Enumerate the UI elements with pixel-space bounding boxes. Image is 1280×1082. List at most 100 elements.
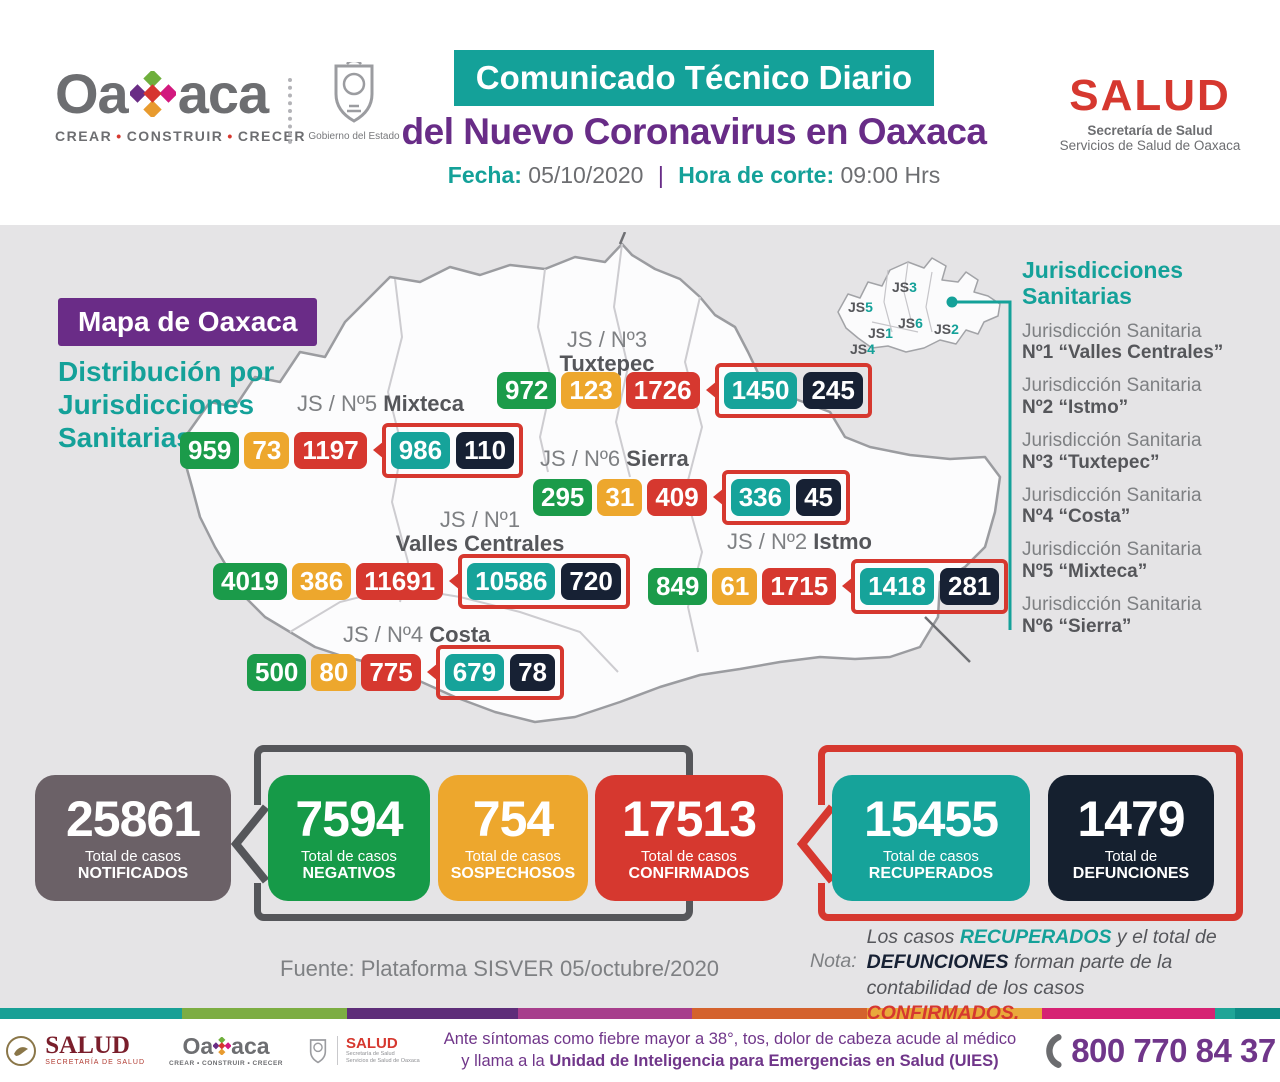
- header: Oa aca CREAR • CONSTRUIR • CRECER: [0, 0, 1280, 225]
- total-negativos-box: 7594 Total de casos NEGATIVOS: [268, 775, 430, 901]
- phone-number: 800 770 84 37: [1071, 1031, 1276, 1069]
- confirmados-badge: 409: [647, 479, 707, 516]
- recuperados-defunciones-box: 336 45: [721, 470, 851, 525]
- sospechosos-badge: 80: [311, 654, 357, 691]
- footnote-label: Nota:: [810, 950, 857, 972]
- oaxaca-logo: Oa aca CREAR • CONSTRUIR • CRECER: [55, 62, 306, 145]
- notified-to-tested-bracket: [230, 804, 270, 884]
- state-shield-icon: [334, 59, 374, 123]
- negativos-badge: 849: [648, 568, 708, 605]
- negativos-badge: 972: [497, 372, 557, 409]
- negativos-badge: 295: [533, 479, 593, 516]
- seal-caption: Gobierno del Estado: [308, 131, 400, 142]
- region-label-tuxtepec: JS / Nº3 Tuxtepec: [559, 327, 655, 377]
- negativos-badge: 500: [247, 654, 307, 691]
- salud-caption-2: Servicios de Salud de Oaxaca: [1059, 138, 1241, 153]
- confirmados-badge: 775: [361, 654, 421, 691]
- recuperados-defunciones-box: 10586 720: [458, 554, 630, 609]
- multicolor-stripe: [0, 1008, 1280, 1019]
- recuperados-defunciones-box: 1450 245: [714, 363, 872, 418]
- date-separator: |: [657, 162, 664, 188]
- inset-label-js4: JS4: [850, 341, 875, 357]
- jurisdiction-item-5: Jurisdicción Sanitaria Nº5 “Mixteca”: [1022, 539, 1202, 583]
- region-label-istmo: JS / Nº2 Istmo: [727, 529, 872, 554]
- sospechosos-badge: 123: [561, 372, 621, 409]
- footnote: Nota: Los casos RECUPERADOS y el total d…: [810, 925, 1240, 1026]
- inset-label-js1: JS1: [868, 325, 893, 341]
- defunciones-badge: 281: [940, 568, 1000, 605]
- region-label-costa: JS / Nº4 Costa: [343, 622, 491, 647]
- total-defunciones-box: 1479 Total de DEFUNCIONES: [1048, 775, 1214, 901]
- header-title-block: Comunicado Técnico Diario del Nuevo Coro…: [398, 50, 990, 189]
- confirmados-badge: 1715: [762, 568, 837, 605]
- salud-caption-1: Secretaría de Salud: [1087, 123, 1213, 138]
- recuperados-badge: 1418: [860, 568, 934, 605]
- recuperados-badge: 1450: [723, 372, 798, 409]
- total-recuperados-box: 15455 Total de casos RECUPERADOS: [832, 775, 1030, 901]
- recuperados-defunciones-box: 1418 281: [851, 559, 1009, 614]
- source-note: Fuente: Plataforma SISVER 05/octubre/202…: [280, 956, 720, 981]
- fecha-label: Fecha:: [447, 162, 522, 188]
- map-panel: Mapa de Oaxaca Distribución por Jurisdic…: [0, 225, 1280, 1024]
- defunciones-badge: 720: [561, 563, 621, 600]
- confirmed-to-outcome-bracket: [796, 804, 836, 884]
- jurisdiction-item-6: Jurisdicción Sanitaria Nº6 “Sierra”: [1022, 593, 1202, 637]
- inset-label-js3: JS3: [892, 279, 917, 295]
- fecha-value: 05/10/2020: [528, 162, 644, 188]
- map-subtitle: Distribución por Jurisdicciones Sanitari…: [58, 356, 275, 454]
- oaxaca-logo-text-post: aca: [177, 62, 269, 125]
- sospechosos-badge: 73: [244, 432, 290, 469]
- jurisdiction-item-1: Jurisdicción Sanitaria Nº1 “Valles Centr…: [1022, 320, 1224, 364]
- jurisdiction-item-4: Jurisdicción Sanitaria Nº4 “Costa”: [1022, 484, 1202, 528]
- jurisdiction-item-2: Jurisdicción Sanitaria Nº2 “Istmo”: [1022, 375, 1202, 419]
- inset-connector-line: [946, 296, 1012, 630]
- title-line1: Comunicado Técnico Diario: [453, 50, 935, 106]
- oaxaca-logo-small: Oa aca CREAR • CONSTRUIR • CRECER: [169, 1032, 284, 1067]
- region-badges-istmo: 849 61 1715 1418 281: [648, 559, 1009, 614]
- region-label-valles-centrales: JS / Nº1 Valles Centrales: [395, 507, 565, 557]
- state-shield-icon: [309, 1038, 327, 1063]
- recuperados-badge: 986: [390, 432, 451, 469]
- total-confirmados-box: 17513 Total de casos CONFIRMADOS: [595, 775, 783, 901]
- oaxaca-x-diamonds-icon: [213, 1037, 232, 1055]
- region-badges-sierra: 295 31 409 336 45: [533, 470, 851, 525]
- defunciones-badge: 245: [803, 372, 863, 409]
- date-row: Fecha: 05/10/2020 | Hora de corte: 09:00…: [398, 162, 990, 189]
- phone-block: 800 770 84 37: [1040, 1031, 1276, 1071]
- sospechosos-badge: 31: [597, 479, 643, 516]
- footer: SALUD SECRETARÍA DE SALUD Oa aca CREAR •…: [0, 1019, 1280, 1082]
- footer-message: Ante síntomas como fiebre mayor a 38°, t…: [443, 1030, 1017, 1070]
- defunciones-badge: 45: [796, 479, 842, 516]
- region-label-sierra: JS / Nº6 Sierra: [540, 446, 689, 471]
- salud-oaxaca-logo: SALUD Secretaría de Salud Servicios de S…: [307, 1036, 420, 1065]
- salud-logo: SALUD Secretaría de Salud Servicios de S…: [1050, 74, 1250, 154]
- defunciones-badge: 78: [510, 654, 556, 691]
- salud-federal-logo: SALUD SECRETARÍA DE SALUD: [4, 1033, 145, 1068]
- negativos-badge: 959: [180, 432, 240, 469]
- oaxaca-x-diamonds-icon: [129, 71, 176, 117]
- confirmados-badge: 1197: [294, 432, 367, 469]
- region-badges-costa: 500 80 775 679 78: [247, 645, 565, 700]
- recuperados-badge: 10586: [467, 563, 556, 600]
- region-badges-mixteca: 959 73 1197 986 110: [180, 423, 524, 478]
- total-notificados-box: 25861 Total de casos NOTIFICADOS: [35, 775, 231, 901]
- region-badges-valles-centrales: 4019 386 11691 10586 720: [213, 554, 630, 609]
- jurisdictions-panel: Jurisdicciones Sanitarias Jurisdicción S…: [1022, 257, 1267, 638]
- negativos-badge: 4019: [213, 563, 287, 600]
- oaxaca-logo-text-pre: Oa: [55, 62, 129, 125]
- recuperados-defunciones-box: 986 110: [381, 423, 524, 478]
- confirmados-badge: 11691: [356, 563, 444, 600]
- recuperados-badge: 336: [730, 479, 791, 516]
- confirmados-badge: 1726: [625, 372, 700, 409]
- total-sospechosos-box: 754 Total de casos SOSPECHOSOS: [438, 775, 588, 901]
- jurisdictions-inset-map: [837, 257, 1001, 353]
- sospechosos-badge: 61: [712, 568, 758, 605]
- recuperados-badge: 679: [444, 654, 505, 691]
- inset-label-js2: JS2: [934, 321, 959, 337]
- inset-label-js6: JS6: [898, 315, 923, 331]
- jurisdictions-title: Jurisdicciones Sanitarias: [1022, 257, 1184, 309]
- oaxaca-tagline: CREAR • CONSTRUIR • CRECER: [55, 128, 306, 144]
- hora-label: Hora de corte:: [678, 162, 835, 188]
- region-label-mixteca: JS / Nº5 Mixteca: [297, 391, 465, 416]
